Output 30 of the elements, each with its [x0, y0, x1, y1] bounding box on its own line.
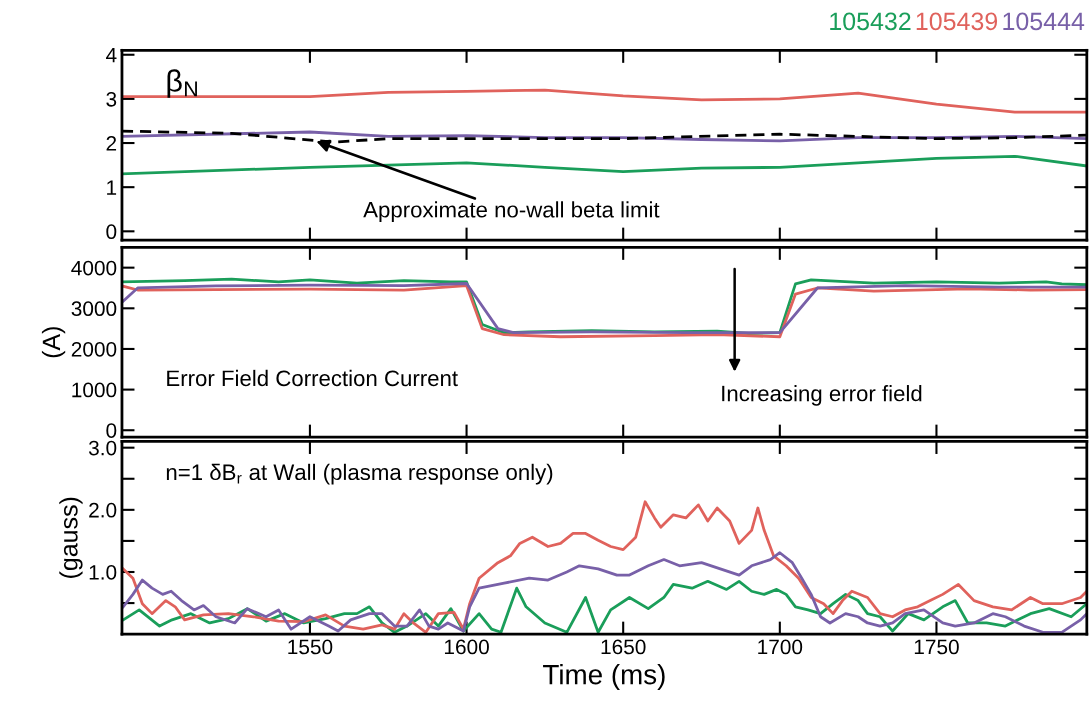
y-tick-label: 4000 — [71, 260, 117, 276]
y-axis-title: (A) — [41, 327, 66, 358]
x-tick-label: 1750 — [914, 639, 959, 655]
annotation: β$_{N}$ — [167, 69, 197, 98]
text: 105439 — [916, 12, 998, 31]
x-tick-label: 1550 — [288, 639, 333, 655]
x-axis-title: Time (ms) — [543, 664, 665, 690]
y-tick-label: 3000 — [71, 301, 117, 317]
annotation: Approximate no-wall beta limit — [363, 201, 660, 222]
y-tick-label: 3 — [106, 91, 117, 107]
x-tick-label: 1650 — [601, 639, 646, 655]
y-tick-label: 2.0 — [89, 502, 117, 518]
line-series — [121, 154, 1087, 176]
y-tick-label: 1.0 — [89, 565, 117, 580]
y-tick-label: 2000 — [71, 341, 117, 357]
y-axis-title: (gauss) — [59, 497, 83, 578]
annotation: Increasing error field — [722, 385, 922, 406]
y-tick-label: 4 — [106, 47, 117, 63]
x-tick-label: 1600 — [444, 639, 489, 655]
y-tick-label: 2 — [106, 136, 117, 151]
y-tick-label: 0 — [106, 224, 117, 240]
text: 105444 — [1003, 12, 1085, 31]
annotation: n=1 δB$_{r}$ at Wall (plasma response only) — [166, 463, 553, 485]
x-tick-label: 1700 — [758, 639, 803, 655]
annotation: Error Field Correction Current — [167, 369, 458, 387]
y-tick-label: 3.0 — [88, 440, 117, 456]
text: 105432 — [830, 12, 911, 31]
y-tick-label: 1000 — [72, 382, 117, 398]
y-tick-label: 0 — [106, 423, 117, 438]
y-tick-label: 1 — [107, 180, 117, 195]
